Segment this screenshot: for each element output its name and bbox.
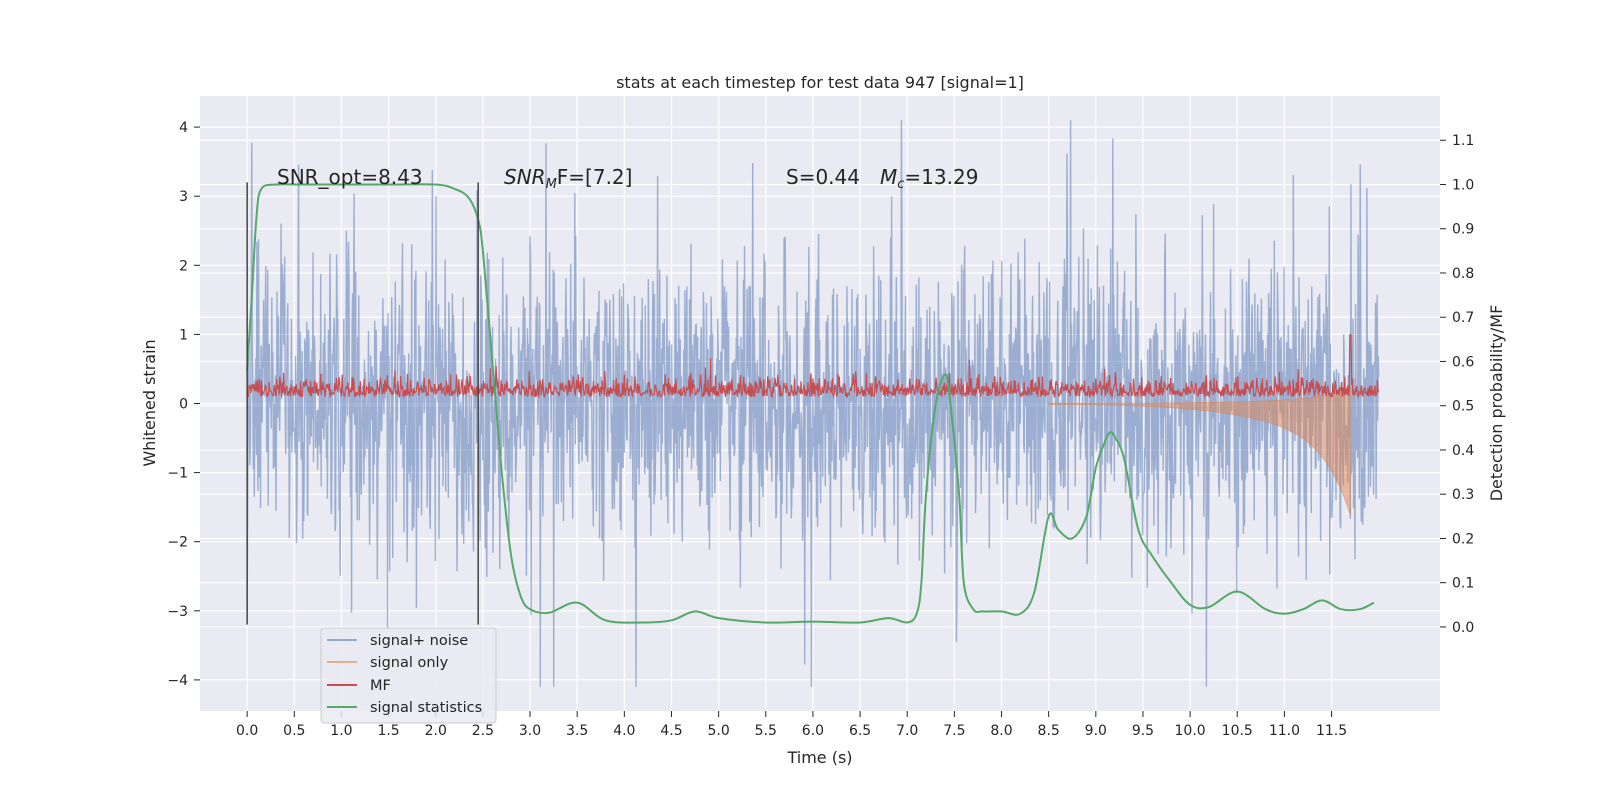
x-tick-label: 10.0 xyxy=(1175,723,1206,739)
x-tick-label: 2.5 xyxy=(472,723,494,739)
x-tick-label: 8.5 xyxy=(1038,723,1060,739)
y-right-tick-label: 0.0 xyxy=(1452,620,1474,636)
y-right-tick-label: 0.3 xyxy=(1452,487,1474,503)
x-tick-label: 10.5 xyxy=(1222,723,1253,739)
annotation-snr-mf: SNRMF=[7.2] xyxy=(504,165,632,192)
legend-box xyxy=(320,627,497,724)
x-tick-label: 9.5 xyxy=(1132,723,1154,739)
y-left-tick-label: 1 xyxy=(179,327,188,343)
annotation-snr-opt: SNR_opt=8.43 xyxy=(277,165,423,189)
signal-only-series xyxy=(1048,386,1351,516)
x-tick-label: 1.0 xyxy=(330,723,352,739)
x-tick-label: 3.5 xyxy=(566,723,588,739)
x-tick-label: 0.0 xyxy=(236,723,258,739)
x-axis-ticks: 0.0 0.5 1.0 1.5 2.0 2.5 3.0 3.5 4.0 4.5 5.0 5.5 6.0 6… xyxy=(236,711,1347,739)
signal-statistics-series xyxy=(246,183,1375,624)
legend-label-signal-statistics: signal statistics xyxy=(370,700,482,716)
legend: signal+ noise signal only MF signal stat… xyxy=(320,627,497,724)
x-tick-label: 6.5 xyxy=(849,723,871,739)
y-right-tick-label: 1.0 xyxy=(1452,177,1474,193)
annotation-s-value: S=0.44 xyxy=(786,165,860,189)
x-tick-label: 4.0 xyxy=(613,723,635,739)
y-left-tick-label: 0 xyxy=(179,397,188,413)
y-left-tick-label: 3 xyxy=(179,189,188,205)
y-left-tick-label: 4 xyxy=(179,120,188,136)
legend-label-signal-only: signal only xyxy=(370,655,449,671)
y-axis-right-label: Detection probability/MF xyxy=(1487,305,1506,502)
x-tick-label: 11.0 xyxy=(1269,723,1300,739)
x-tick-label: 11.5 xyxy=(1316,723,1347,739)
annotation-mc: Mc=13.29 xyxy=(880,165,978,192)
y-right-tick-label: 0.6 xyxy=(1452,354,1474,370)
legend-label-signal-noise: signal+ noise xyxy=(370,633,468,649)
legend-label-mf: MF xyxy=(370,678,391,694)
y-right-tick-label: 0.7 xyxy=(1452,310,1474,326)
x-tick-label: 1.5 xyxy=(377,723,399,739)
y-left-tick-label: −1 xyxy=(167,466,188,482)
x-tick-label: 7.5 xyxy=(943,723,965,739)
y-right-tick-label: 0.4 xyxy=(1452,443,1474,459)
mf-series xyxy=(246,334,1380,400)
y-right-tick-label: 1.1 xyxy=(1452,133,1474,149)
y-right-tick-label: 0.8 xyxy=(1452,266,1474,282)
x-tick-label: 7.0 xyxy=(896,723,918,739)
x-tick-label: 9.0 xyxy=(1085,723,1107,739)
x-axis-label: Time (s) xyxy=(786,748,852,767)
y-left-tick-label: −3 xyxy=(167,604,188,620)
y-right-tick-label: 0.2 xyxy=(1452,531,1474,547)
x-tick-label: 8.0 xyxy=(990,723,1012,739)
y-right-tick-label: 0.9 xyxy=(1452,222,1474,238)
y-right-tick-label: 0.5 xyxy=(1452,399,1474,415)
y-left-axis-ticks: −4 −3 −2 −1 0 1 2 3 4 xyxy=(167,120,200,689)
y-left-tick-label: 2 xyxy=(179,258,188,274)
x-tick-label: 3.0 xyxy=(519,723,541,739)
y-left-tick-label: −2 xyxy=(167,535,188,551)
y-right-axis-ticks: 0.0 0.1 0.2 0.3 0.4 0.5 0.6 0.7 0.8 0.9 1.0 1.1 xyxy=(1440,133,1474,636)
y-axis-left-label: Whitened strain xyxy=(140,339,159,466)
x-tick-label: 2.0 xyxy=(425,723,447,739)
x-tick-label: 5.5 xyxy=(755,723,777,739)
x-tick-label: 0.5 xyxy=(283,723,305,739)
chart-title: stats at each timestep for test data 947… xyxy=(616,73,1024,92)
x-tick-label: 4.5 xyxy=(660,723,682,739)
x-tick-label: 5.0 xyxy=(707,723,729,739)
y-right-tick-label: 0.1 xyxy=(1452,576,1474,592)
window-markers xyxy=(246,182,479,625)
y-left-tick-label: −4 xyxy=(167,673,188,689)
x-tick-label: 6.0 xyxy=(802,723,824,739)
